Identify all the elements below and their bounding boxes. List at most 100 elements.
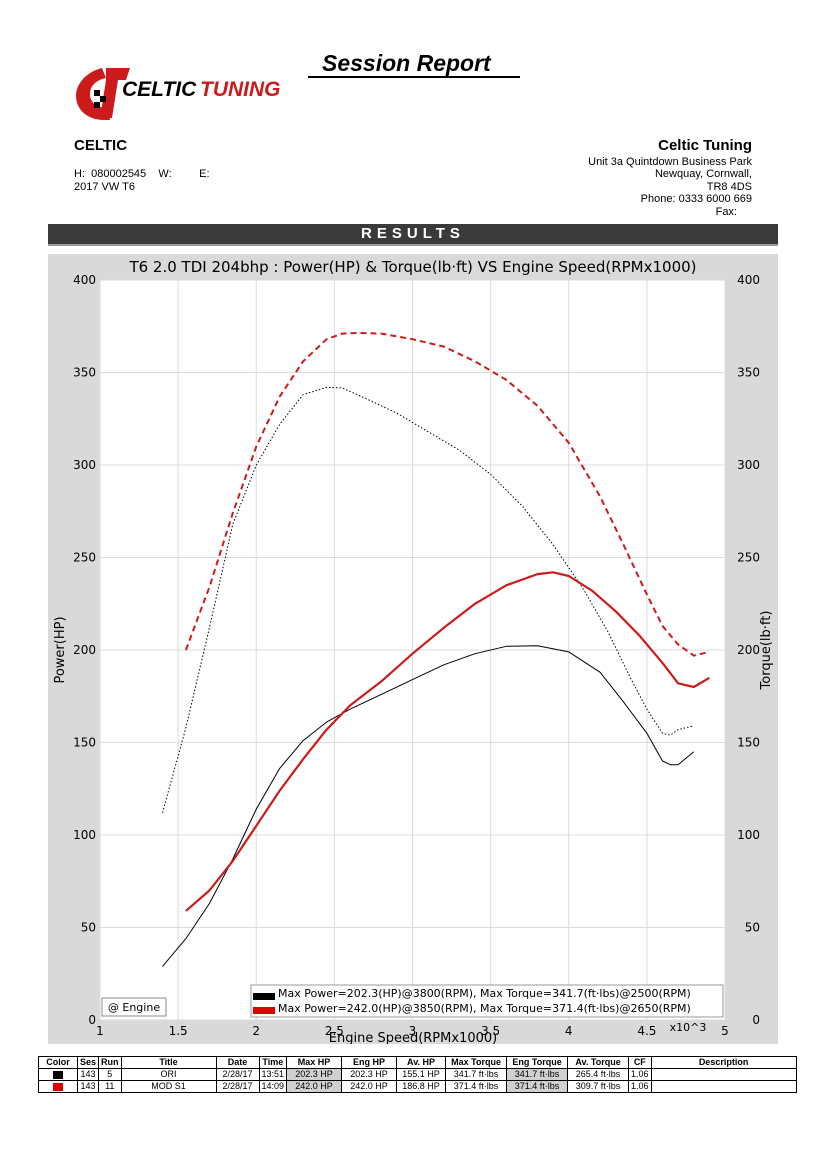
col-av-torque: Av. Torque xyxy=(567,1056,630,1069)
table-cell: 242.0 HP xyxy=(341,1080,398,1093)
table-cell: 2/28/17 xyxy=(215,1080,260,1093)
col-description: Description xyxy=(650,1056,797,1069)
col-av-hp: Av. HP xyxy=(396,1056,447,1069)
results-header-bar: RESULTS xyxy=(48,224,778,246)
col-date: Date xyxy=(215,1056,260,1069)
col-title: Title xyxy=(120,1056,217,1069)
series-lines xyxy=(162,331,710,967)
session-table: Color Ses Run Title Date Time Max HP Eng… xyxy=(38,1056,797,1093)
x-tick-label: 4 xyxy=(565,1024,573,1038)
table-body: 143 5 ORI 2/28/17 13:51 202.3 HP 202.3 HP 155.1… xyxy=(38,1068,797,1093)
table-cell: 341.7 ft·lbs xyxy=(506,1068,569,1081)
y-tick-label-right: 300 xyxy=(737,458,760,472)
col-eng-torque: Eng Torque xyxy=(506,1056,569,1069)
y-tick-label-right: 100 xyxy=(737,828,760,842)
x-tick-label: 5 xyxy=(721,1024,729,1038)
y-tick-label-left: 400 xyxy=(73,273,96,287)
y-axis-label-right: Torque(lb·ft) xyxy=(759,611,774,691)
table-cell: 143 xyxy=(76,1080,100,1093)
title-underline xyxy=(308,76,520,78)
row-color-swatch xyxy=(53,1070,63,1079)
table-cell: 13:51 xyxy=(258,1068,288,1081)
x-tick-label: 2.5 xyxy=(325,1024,344,1038)
row-color-cell xyxy=(38,1080,78,1093)
col-ses: Ses xyxy=(76,1056,100,1069)
dyno-chart-panel: 1 1.5 2 2.5 3 3.5 4 4.5 5 0 0 50 50 100 100 150 150 200 20… xyxy=(48,254,778,1044)
customer-name: CELTIC xyxy=(74,137,128,154)
chart-title: T6 2.0 TDI 204bhp : Power(HP) & Torque(l… xyxy=(128,258,696,276)
table-cell: 202.3 HP xyxy=(286,1068,343,1081)
table-cell: 11 xyxy=(98,1080,122,1093)
y-tick-label-left: 0 xyxy=(88,1013,96,1027)
x-tick-label: 3.5 xyxy=(481,1024,500,1038)
col-eng-hp: Eng HP xyxy=(341,1056,398,1069)
customer-vehicle: 2017 VW T6 xyxy=(74,181,135,193)
table-cell: 1.06 xyxy=(628,1068,652,1081)
table-cell: MOD S1 xyxy=(120,1080,217,1093)
col-color: Color xyxy=(38,1056,78,1069)
table-cell: 265.4 ft·lbs xyxy=(567,1068,630,1081)
table-cell: 1.06 xyxy=(628,1080,652,1093)
engine-label-box: @ Engine xyxy=(101,997,167,1017)
x-axis-label: Engine Speed(RPMx1000) xyxy=(329,1031,497,1044)
table-cell: 309.7 ft·lbs xyxy=(567,1080,630,1093)
y-tick-label-left: 250 xyxy=(73,551,96,565)
y-tick-label-left: 350 xyxy=(73,366,96,380)
table-cell: 14:09 xyxy=(258,1080,288,1093)
table-header-row: Color Ses Run Title Date Time Max HP Eng… xyxy=(38,1056,797,1069)
x-tick-label: 1 xyxy=(96,1024,104,1038)
y-tick-label-right: 50 xyxy=(745,921,760,935)
y-tick-label-left: 100 xyxy=(73,828,96,842)
y-tick-label-left: 300 xyxy=(73,458,96,472)
legend-swatch-0 xyxy=(253,993,275,1000)
table-row: 143 11 MOD S1 2/28/17 14:09 242.0 HP 242.0 HP 1… xyxy=(38,1080,797,1093)
table-cell: 155.1 HP xyxy=(396,1068,447,1081)
y-tick-label-right: 200 xyxy=(737,643,760,657)
col-max-hp: Max HP xyxy=(286,1056,343,1069)
table-row: 143 5 ORI 2/28/17 13:51 202.3 HP 202.3 HP 155.1… xyxy=(38,1068,797,1081)
y-tick-label-right: 250 xyxy=(737,551,760,565)
engine-label: @ Engine xyxy=(108,1001,160,1014)
y-tick-label-right: 0 xyxy=(752,1013,760,1027)
y-tick-label-right: 350 xyxy=(737,366,760,380)
table-cell: 371.4 ft·lbs xyxy=(445,1080,508,1093)
y-tick-label-right: 150 xyxy=(737,736,760,750)
customer-phone-line: H: 080002545 W: E: xyxy=(74,168,210,180)
legend-text-0: Max Power=202.3(HP)@3800(RPM), Max Torqu… xyxy=(278,987,691,1000)
series-line-2-power xyxy=(185,571,710,912)
x-tick-label: 4.5 xyxy=(637,1024,656,1038)
company-postcode: TR8 4DS xyxy=(706,181,752,193)
y-tick-label-left: 150 xyxy=(73,736,96,750)
row-color-cell xyxy=(38,1068,78,1081)
company-name: Celtic Tuning xyxy=(658,137,752,154)
x-tick-label: 3 xyxy=(409,1024,417,1038)
company-fax: Fax: xyxy=(715,206,737,218)
company-address-2: Newquay, Cornwall, xyxy=(654,168,752,180)
table-cell: 202.3 HP xyxy=(341,1068,398,1081)
series-line-3-torque xyxy=(184,331,710,657)
table-cell: 2/28/17 xyxy=(215,1068,260,1081)
table-cell: 341.7 ft·lbs xyxy=(445,1068,508,1081)
table-cell xyxy=(650,1080,797,1093)
table-cell xyxy=(650,1068,797,1081)
table-cell: ORI xyxy=(120,1068,217,1081)
x-tick-label: 2 xyxy=(252,1024,260,1038)
legend: Max Power=202.3(HP)@3800(RPM), Max Torqu… xyxy=(250,984,724,1018)
legend-text-1: Max Power=242.0(HP)@3850(RPM), Max Torqu… xyxy=(278,1002,691,1015)
series-line-0-power xyxy=(162,645,695,967)
table-cell: 143 xyxy=(76,1068,100,1081)
x-tick-label: 1.5 xyxy=(169,1024,188,1038)
report-title: Session Report xyxy=(322,50,491,76)
series-line-1-torque xyxy=(162,386,694,813)
company-phone: Phone: 0333 6000 669 xyxy=(640,193,752,205)
table-cell: 186.8 HP xyxy=(396,1080,447,1093)
col-cf: CF xyxy=(628,1056,652,1069)
celtic-tuning-logo: CELTIC TUNING xyxy=(76,68,281,120)
row-color-swatch xyxy=(53,1082,63,1091)
table-cell: 242.0 HP xyxy=(286,1080,343,1093)
col-run: Run xyxy=(98,1056,122,1069)
col-max-torque: Max Torque xyxy=(445,1056,508,1069)
legend-swatch-1 xyxy=(253,1007,275,1014)
